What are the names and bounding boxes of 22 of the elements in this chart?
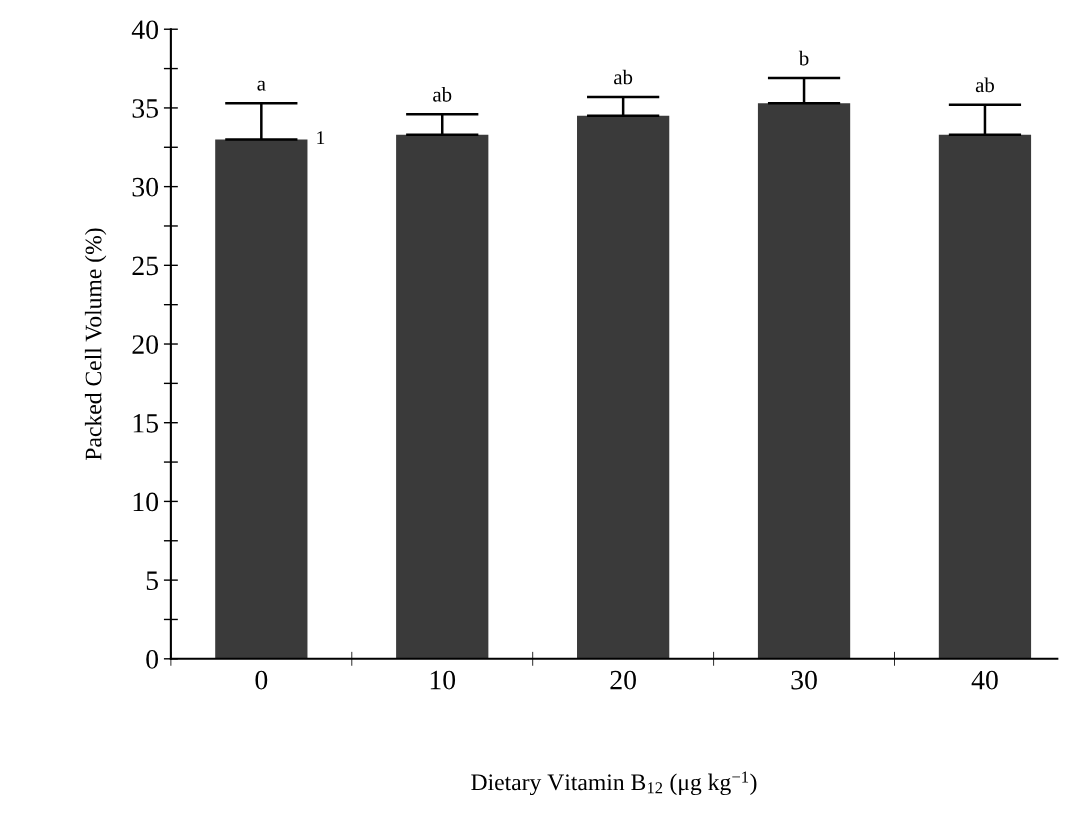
x-axis-title: Dietary Vitamin B$_{12}$ (μg kg$^{−1}$) bbox=[471, 771, 757, 796]
y-tick-label: 40 bbox=[131, 20, 159, 40]
y-tick-label: 5 bbox=[146, 571, 158, 591]
y-tick-label: 30 bbox=[132, 177, 159, 197]
y-tick-label: 10 bbox=[133, 492, 159, 512]
annotation: 1 bbox=[317, 131, 325, 145]
annotation: b bbox=[798, 50, 809, 66]
y-axis-title: Packed Cell Volume (%) bbox=[84, 228, 107, 460]
x-tick-label: 20 bbox=[610, 670, 636, 690]
x-tick-label: 30 bbox=[791, 670, 817, 690]
y-tick-label: 20 bbox=[132, 335, 159, 354]
annotation: a bbox=[257, 80, 266, 91]
y-tick-label: 0 bbox=[146, 649, 159, 669]
y-tick-label: 35 bbox=[132, 99, 158, 118]
x-tick-label: 40 bbox=[971, 670, 998, 690]
y-tick-label: 15 bbox=[133, 414, 158, 433]
annotation: ab bbox=[975, 77, 994, 93]
y-tick-label: 25 bbox=[132, 256, 158, 276]
x-tick-label: 10 bbox=[430, 670, 456, 690]
annotation: ab bbox=[433, 86, 452, 102]
x-tick-label: 0 bbox=[255, 670, 268, 690]
annotation: ab bbox=[614, 69, 633, 85]
